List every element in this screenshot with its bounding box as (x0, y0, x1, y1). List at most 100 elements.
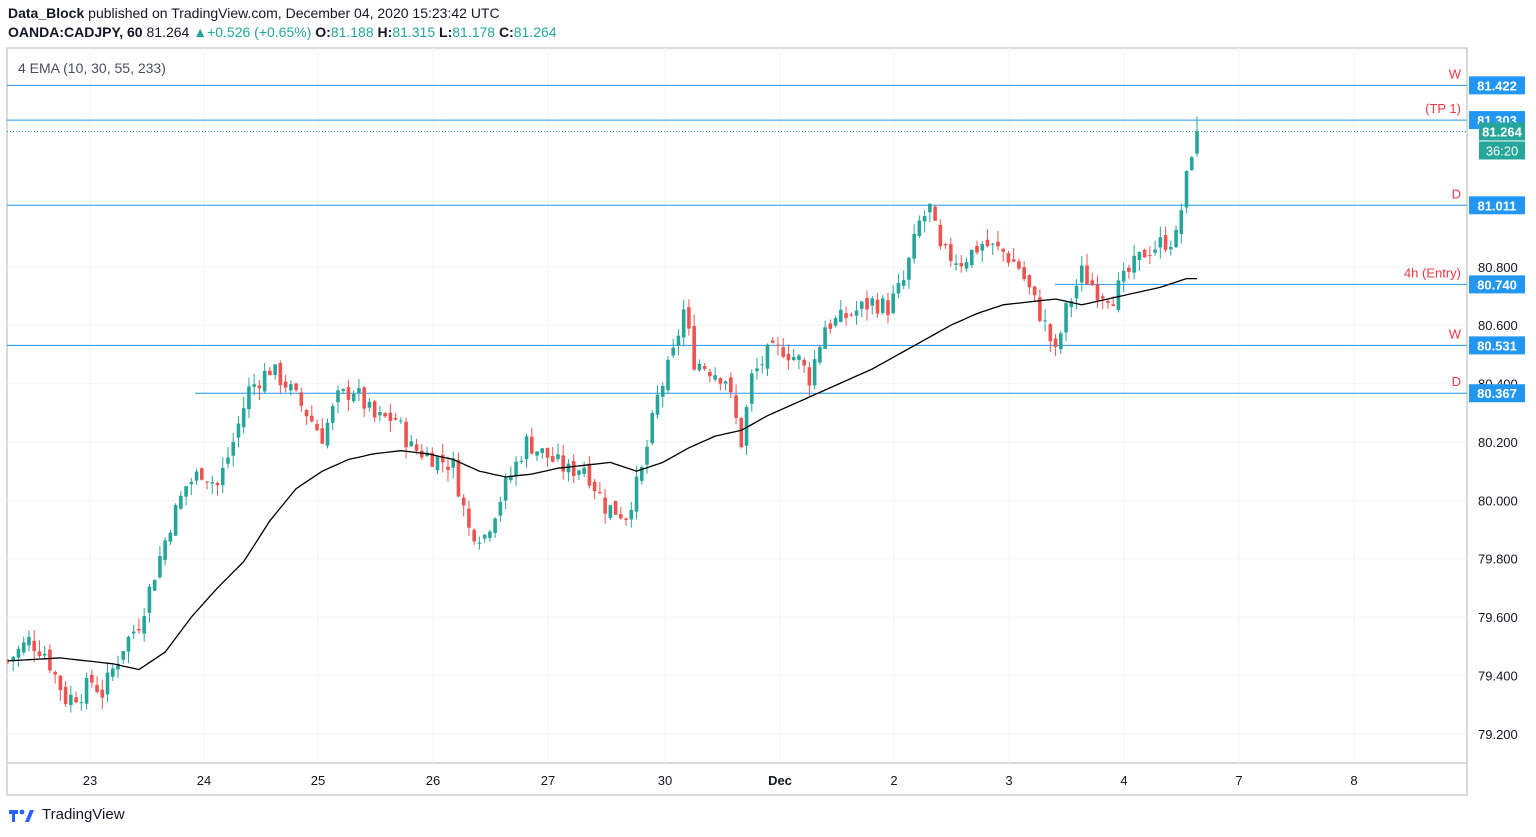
candle-body (173, 505, 178, 536)
tradingview-logo[interactable]: TradingView (8, 806, 125, 823)
candle-body (1059, 333, 1063, 350)
level-label: D (1452, 374, 1461, 389)
candle-body (247, 386, 251, 410)
candle-body (1116, 280, 1121, 311)
candle-body (807, 367, 812, 386)
candle-body (1085, 265, 1089, 285)
candle-body (110, 668, 115, 677)
level-price-tag (1469, 384, 1525, 403)
candle-body (634, 476, 639, 512)
candle-body (236, 423, 241, 438)
indicator-legend[interactable]: 4 EMA (10, 30, 55, 233) (18, 60, 166, 76)
candle-body (907, 257, 911, 280)
candle-body (629, 509, 634, 520)
candle-body (928, 203, 932, 213)
symbol-line: OANDA:CADJPY, 60 81.264 ▲+0.526 (+0.65%)… (8, 24, 557, 40)
price-tick-label: 80.000 (1478, 493, 1518, 508)
candle-body (283, 381, 288, 388)
candle-body (309, 415, 314, 422)
candle-body (524, 436, 529, 460)
candle-body (1079, 265, 1084, 283)
candle-body (739, 418, 744, 448)
candle-body (943, 244, 948, 246)
candle-body (1111, 304, 1115, 307)
candle-body (891, 293, 896, 314)
candle-body (613, 500, 618, 515)
candle-body (718, 378, 723, 384)
candle-body (268, 370, 272, 376)
candle-body (676, 335, 681, 346)
low-label: L: (439, 24, 453, 40)
candle-body (1006, 253, 1011, 263)
candle-body (818, 346, 822, 363)
candle-body (870, 298, 875, 306)
price-change: +0.526 (+0.65%) (207, 24, 312, 40)
candle-body (1142, 249, 1147, 258)
candle-body (1174, 229, 1178, 248)
candle-body (1195, 131, 1199, 154)
candle-body (493, 518, 497, 534)
candle-body (514, 461, 518, 477)
chart-frame (6, 47, 1468, 796)
candle-body (126, 636, 131, 652)
price-tick-label: 79.800 (1478, 552, 1518, 567)
publisher-name[interactable]: Data_Block (8, 5, 85, 21)
candle-body (205, 481, 209, 483)
level-price-tag (1469, 336, 1525, 355)
level-price-tag (1469, 196, 1525, 215)
symbol-name[interactable]: OANDA:CADJPY, 60 (8, 24, 143, 40)
candle-body (131, 631, 136, 634)
candle-body (362, 387, 366, 409)
level-price-tag-text: 81.422 (1477, 78, 1517, 93)
candle-body (603, 497, 607, 514)
candle-body (215, 482, 220, 486)
candle-body (859, 301, 864, 309)
candle-body (880, 298, 885, 313)
candle-body (697, 363, 702, 371)
candle-body (582, 467, 586, 475)
candle-body (273, 364, 277, 376)
candle-body (1163, 235, 1168, 250)
candle-body (990, 243, 995, 245)
candle-body (325, 422, 330, 446)
candle-body (482, 534, 487, 539)
candle-body (200, 468, 204, 480)
candle-body (865, 297, 869, 310)
candle-body (351, 394, 356, 402)
time-tick-label: 4 (1120, 773, 1127, 788)
candle-body (749, 373, 754, 404)
candle-body (566, 463, 571, 473)
candle-body (58, 675, 63, 691)
candle-body (90, 674, 94, 683)
candle-body (802, 359, 806, 366)
time-tick-label: 27 (541, 773, 555, 788)
last-price-tag-text: 81.264 (1482, 124, 1523, 139)
candle-body (655, 394, 660, 415)
time-tick-label: Dec (768, 773, 792, 788)
candle-body (262, 370, 267, 392)
candle-body (1153, 249, 1157, 253)
price-axis: 79.20079.40079.60079.80080.00080.20080.4… (1478, 260, 1518, 742)
candle-body (393, 417, 398, 420)
ema-line (7, 277, 1197, 671)
candle-body (121, 651, 126, 660)
candle-body (1179, 210, 1184, 235)
candle-body (964, 262, 969, 269)
level-label: W (1449, 66, 1462, 81)
candle-body (1043, 320, 1047, 322)
candle-body (938, 224, 943, 247)
candle-body (152, 580, 157, 591)
candle-body (959, 262, 964, 267)
candles (6, 116, 1199, 713)
candle-body (833, 318, 838, 326)
candle-body (666, 359, 670, 391)
candle-body (189, 481, 194, 485)
candle-body (37, 651, 42, 656)
candle-body (975, 245, 979, 253)
candle-body (257, 385, 262, 389)
candle-body (529, 436, 534, 454)
level-price-tag (1469, 275, 1525, 294)
candle-body (545, 447, 550, 458)
candle-body (1017, 261, 1021, 269)
